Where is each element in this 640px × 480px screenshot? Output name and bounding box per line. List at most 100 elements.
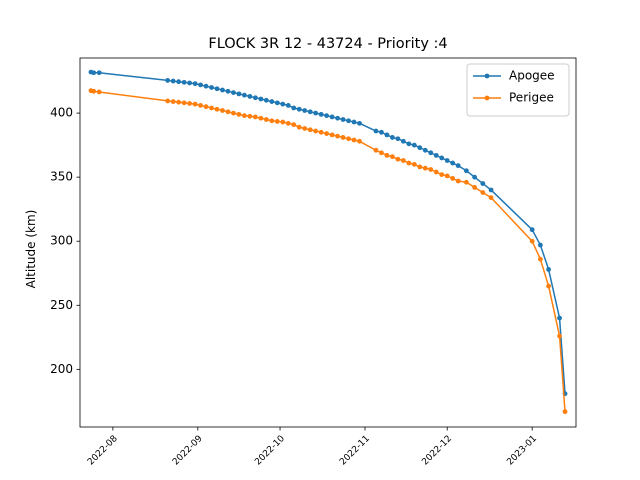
apogee-point bbox=[472, 174, 478, 180]
apogee-point bbox=[252, 95, 258, 101]
perigee-point bbox=[96, 89, 102, 95]
apogee-point bbox=[313, 110, 319, 116]
series-perigee bbox=[88, 88, 568, 415]
perigee-line bbox=[90, 89, 566, 412]
apogee-point bbox=[203, 83, 209, 89]
apogee-point bbox=[411, 142, 417, 148]
apogee-point bbox=[318, 111, 324, 117]
perigee-point bbox=[400, 158, 406, 163]
perigee-point bbox=[280, 119, 286, 125]
perigee-point bbox=[422, 165, 428, 171]
perigee-point bbox=[433, 169, 439, 175]
apogee-point bbox=[329, 114, 335, 120]
perigee-point bbox=[231, 110, 236, 116]
legend-swatch-marker bbox=[484, 95, 490, 101]
perigee-point bbox=[480, 190, 486, 195]
perigee-point bbox=[455, 178, 461, 184]
perigee-point bbox=[340, 135, 346, 140]
apogee-point bbox=[220, 87, 225, 93]
perigee-point bbox=[557, 333, 562, 339]
legend-label: Perigee bbox=[509, 91, 554, 105]
perigee-point bbox=[307, 127, 313, 133]
apogee-point bbox=[231, 90, 236, 95]
apogee-point bbox=[395, 136, 401, 142]
apogee-point bbox=[96, 70, 102, 76]
perigee-point bbox=[170, 99, 176, 104]
apogee-point bbox=[455, 163, 461, 169]
perigee-point bbox=[537, 256, 543, 262]
apogee-point bbox=[351, 119, 357, 125]
apogee-point bbox=[324, 113, 330, 119]
perigee-point bbox=[450, 176, 456, 181]
apogee-line bbox=[90, 71, 566, 394]
perigee-point bbox=[247, 113, 253, 119]
perigee-point bbox=[252, 114, 258, 120]
apogee-point bbox=[258, 96, 264, 102]
series-apogee bbox=[88, 69, 568, 397]
perigee-point bbox=[329, 132, 335, 138]
perigee-point bbox=[181, 100, 187, 106]
perigee-point bbox=[428, 167, 434, 172]
apogee-point bbox=[379, 129, 384, 135]
apogee-point bbox=[187, 80, 193, 86]
perigee-point bbox=[209, 105, 214, 111]
perigee-point bbox=[192, 101, 198, 107]
apogee-point bbox=[417, 145, 423, 151]
perigee-point bbox=[302, 126, 308, 131]
y-axis-label: Altitude (km) bbox=[24, 210, 38, 289]
perigee-point bbox=[444, 173, 450, 179]
legend-label: Apogee bbox=[509, 69, 555, 83]
perigee-point bbox=[417, 164, 423, 170]
perigee-point bbox=[384, 152, 390, 158]
apogee-point bbox=[192, 81, 198, 87]
apogee-point bbox=[406, 141, 412, 147]
apogee-point bbox=[165, 78, 171, 83]
perigee-point bbox=[389, 154, 395, 160]
perigee-point bbox=[488, 195, 494, 201]
perigee-point bbox=[91, 88, 97, 94]
apogee-point bbox=[400, 138, 406, 144]
perigee-point bbox=[546, 283, 551, 289]
apogee-point bbox=[170, 78, 176, 84]
apogee-point bbox=[285, 103, 291, 108]
apogee-point bbox=[428, 150, 434, 156]
apogee-point bbox=[422, 147, 428, 153]
apogee-point bbox=[280, 101, 286, 107]
apogee-point bbox=[291, 105, 297, 111]
perigee-point bbox=[335, 133, 340, 139]
apogee-point bbox=[225, 88, 231, 94]
perigee-point bbox=[529, 238, 535, 244]
perigee-point bbox=[379, 150, 384, 156]
perigee-point bbox=[187, 101, 193, 106]
perigee-point bbox=[203, 104, 209, 110]
apogee-point bbox=[439, 155, 445, 161]
legend-item-apogee: Apogee bbox=[473, 69, 555, 83]
apogee-point bbox=[307, 109, 313, 115]
apogee-point bbox=[176, 79, 182, 85]
apogee-point bbox=[346, 118, 351, 124]
apogee-point bbox=[373, 128, 379, 134]
apogee-point bbox=[296, 106, 302, 112]
perigee-point bbox=[165, 98, 171, 104]
apogee-point bbox=[529, 227, 535, 233]
apogee-point bbox=[335, 115, 340, 121]
perigee-point bbox=[395, 156, 401, 162]
perigee-point bbox=[263, 117, 269, 122]
perigee-point bbox=[562, 409, 568, 415]
perigee-point bbox=[242, 113, 247, 119]
y-tick-label: 300 bbox=[50, 234, 73, 248]
apogee-point bbox=[236, 91, 242, 97]
apogee-point bbox=[247, 94, 253, 99]
apogee-point bbox=[91, 70, 97, 76]
perigee-point bbox=[285, 120, 291, 126]
legend-swatch-marker bbox=[484, 73, 490, 79]
perigee-point bbox=[274, 119, 280, 124]
perigee-point bbox=[373, 147, 379, 153]
perigee-point bbox=[318, 129, 324, 135]
perigee-point bbox=[472, 185, 478, 190]
apogee-point bbox=[181, 79, 187, 85]
perigee-point bbox=[411, 161, 417, 167]
y-tick-label: 400 bbox=[50, 106, 73, 120]
